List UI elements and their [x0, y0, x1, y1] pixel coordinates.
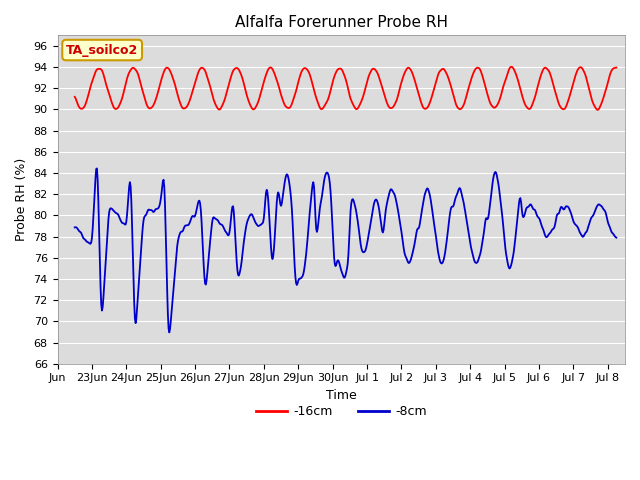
Y-axis label: Probe RH (%): Probe RH (%): [15, 158, 28, 241]
Title: Alfalfa Forerunner Probe RH: Alfalfa Forerunner Probe RH: [235, 15, 448, 30]
Text: TA_soilco2: TA_soilco2: [66, 44, 138, 57]
Legend: -16cm, -8cm: -16cm, -8cm: [251, 400, 432, 423]
X-axis label: Time: Time: [326, 389, 356, 402]
